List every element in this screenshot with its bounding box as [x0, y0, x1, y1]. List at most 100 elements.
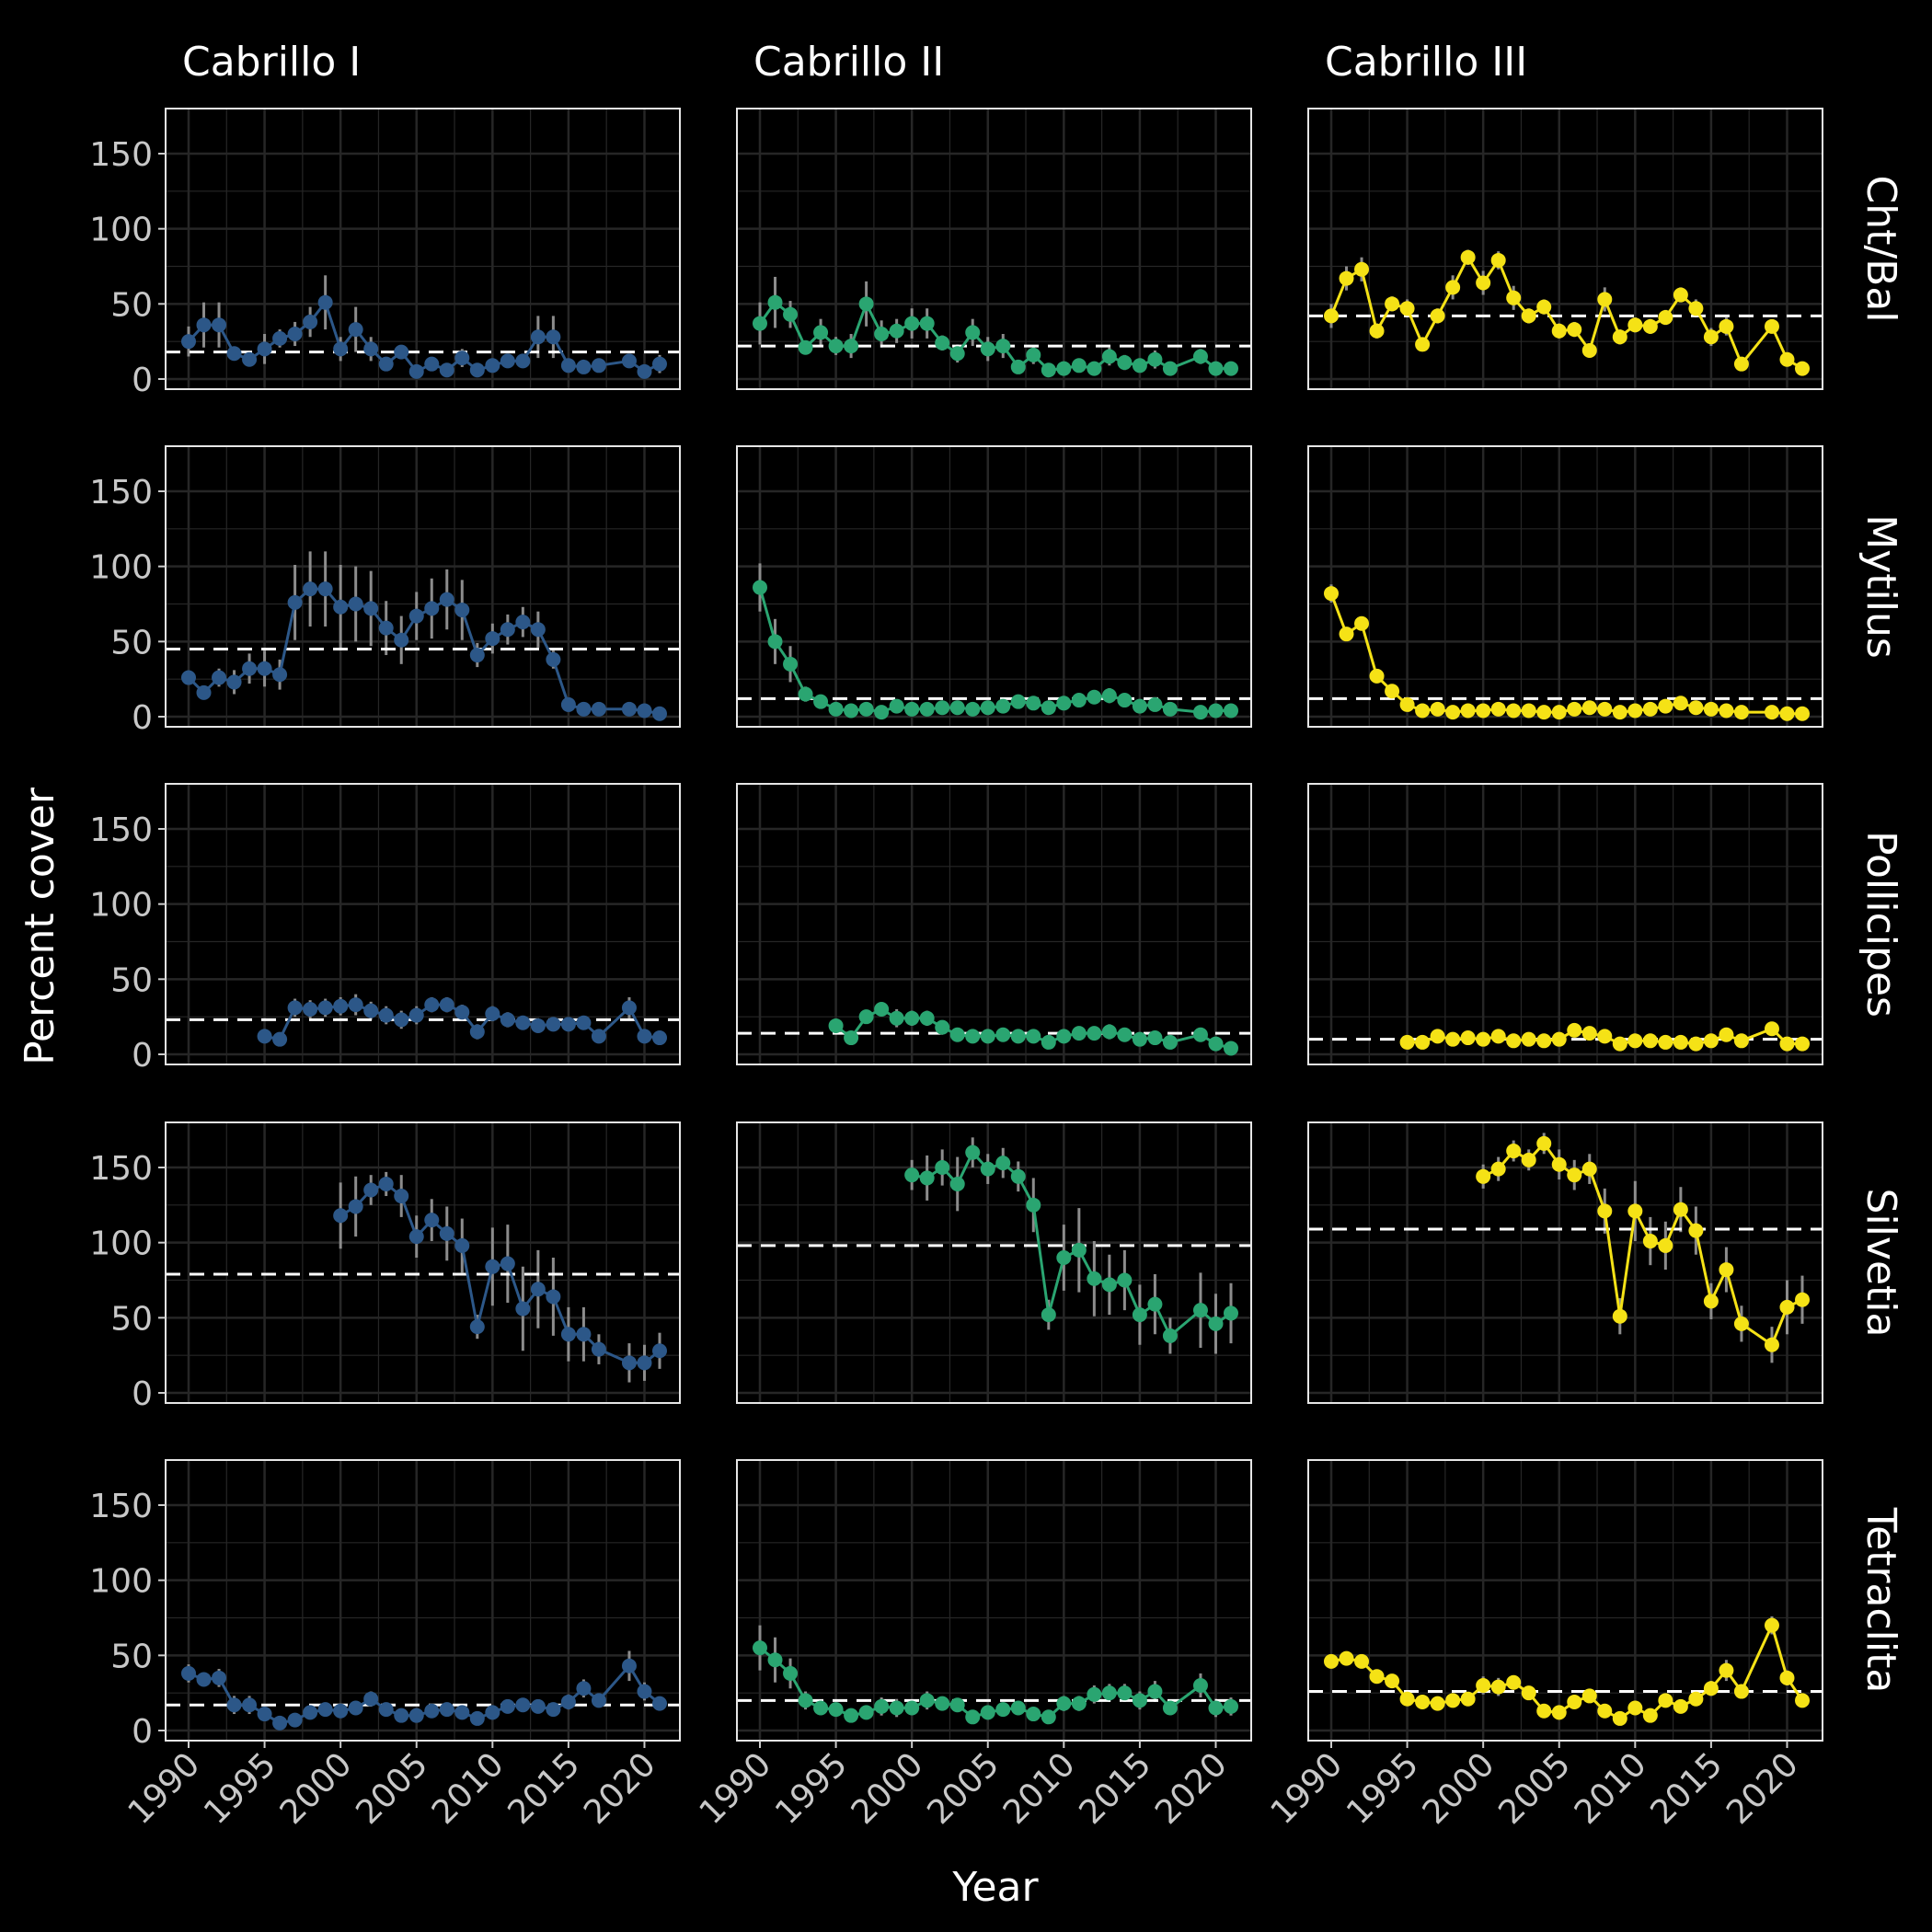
data-point-cabrillo-i-tetraclita-2006 — [424, 1703, 440, 1719]
data-point-cabrillo-ii-tetraclita-1990 — [753, 1640, 767, 1656]
data-point-cabrillo-ii-cht-bal-2013 — [1101, 349, 1117, 364]
data-point-cabrillo-ii-silvetia-2009 — [1041, 1307, 1056, 1323]
strip-label-tetraclita: Tetraclita — [1857, 1507, 1904, 1694]
data-point-cabrillo-i-tetraclita-2015 — [560, 1694, 576, 1709]
data-point-cabrillo-i-silvetia-2000 — [333, 1208, 349, 1224]
strip-label-silvetia: Silvetia — [1857, 1189, 1904, 1338]
data-point-cabrillo-iii-pollicipes-2014 — [1688, 1036, 1704, 1052]
data-point-cabrillo-iii-silvetia-2003 — [1521, 1152, 1536, 1167]
data-point-cabrillo-iii-cht-bal-2003 — [1521, 308, 1536, 324]
data-point-cabrillo-iii-cht-bal-2005 — [1551, 323, 1567, 339]
data-point-cabrillo-i-tetraclita-1994 — [242, 1697, 258, 1713]
data-point-cabrillo-iii-tetraclita-2002 — [1506, 1674, 1522, 1690]
x-tick-label: 2005 — [1491, 1745, 1578, 1832]
data-point-cabrillo-ii-tetraclita-2012 — [1087, 1686, 1102, 1702]
data-point-cabrillo-ii-cht-bal-2010 — [1056, 361, 1072, 376]
data-point-cabrillo-i-mytilus-2011 — [500, 622, 515, 638]
data-point-cabrillo-ii-tetraclita-1998 — [874, 1698, 890, 1714]
data-point-cabrillo-iii-silvetia-2010 — [1627, 1203, 1643, 1219]
data-point-cabrillo-ii-mytilus-2014 — [1117, 693, 1133, 708]
data-point-cabrillo-i-tetraclita-2007 — [439, 1702, 454, 1718]
x-tick-label: 1995 — [1340, 1745, 1426, 1832]
data-point-cabrillo-iii-tetraclita-2010 — [1627, 1700, 1643, 1716]
panel-cabrillo-ii-tetraclita — [736, 1459, 1252, 1742]
data-point-cabrillo-ii-silvetia-2019 — [1192, 1303, 1208, 1318]
data-point-cabrillo-i-cht-bal-2015 — [560, 358, 576, 374]
data-point-cabrillo-iii-tetraclita-1990 — [1324, 1653, 1339, 1669]
x-axis-title: Year — [951, 1864, 1039, 1911]
data-point-cabrillo-iii-tetraclita-1991 — [1339, 1650, 1354, 1666]
data-point-cabrillo-ii-mytilus-2013 — [1101, 688, 1117, 704]
data-point-cabrillo-ii-mytilus-2019 — [1192, 705, 1208, 720]
data-point-cabrillo-i-silvetia-2019 — [621, 1355, 637, 1371]
data-point-cabrillo-ii-cht-bal-1990 — [753, 316, 767, 331]
data-point-cabrillo-iii-cht-bal-1996 — [1415, 337, 1431, 352]
data-point-cabrillo-iii-tetraclita-2006 — [1567, 1694, 1582, 1709]
data-point-cabrillo-iii-cht-bal-1990 — [1324, 308, 1339, 324]
data-point-cabrillo-ii-cht-bal-2001 — [919, 316, 935, 331]
data-point-cabrillo-iii-pollicipes-2011 — [1642, 1033, 1658, 1049]
x-tick-label: 2000 — [1416, 1745, 1502, 1832]
data-point-cabrillo-i-tetraclita-1993 — [226, 1697, 242, 1713]
data-point-cabrillo-iii-mytilus-2019 — [1764, 705, 1779, 720]
data-point-cabrillo-ii-pollicipes-2012 — [1087, 1026, 1102, 1041]
data-point-cabrillo-i-mytilus-2005 — [408, 608, 424, 624]
y-tick-label: 50 — [110, 286, 153, 324]
data-point-cabrillo-ii-pollicipes-2014 — [1117, 1027, 1133, 1042]
data-point-cabrillo-ii-tetraclita-2007 — [1010, 1700, 1026, 1716]
panel-cabrillo-ii-silvetia — [736, 1121, 1252, 1404]
data-point-cabrillo-ii-tetraclita-2014 — [1117, 1685, 1133, 1701]
data-point-cabrillo-iii-mytilus-2001 — [1490, 701, 1506, 717]
data-point-cabrillo-i-mytilus-1998 — [303, 581, 318, 597]
data-point-cabrillo-i-mytilus-2006 — [424, 601, 440, 616]
data-point-cabrillo-ii-cht-bal-2021 — [1224, 361, 1238, 376]
data-point-cabrillo-i-pollicipes-2007 — [439, 997, 454, 1013]
data-point-cabrillo-ii-cht-bal-1997 — [858, 296, 874, 312]
data-point-cabrillo-ii-silvetia-2014 — [1117, 1272, 1133, 1288]
data-point-cabrillo-ii-cht-bal-2014 — [1117, 355, 1133, 371]
data-point-cabrillo-iii-cht-bal-2017 — [1733, 356, 1749, 372]
data-point-cabrillo-i-cht-bal-1992 — [212, 317, 227, 333]
strip-label-pollicipes: Pollicipes — [1857, 831, 1904, 1018]
data-point-cabrillo-i-silvetia-2014 — [546, 1289, 561, 1305]
y-tick-label: 0 — [132, 1713, 153, 1751]
data-point-cabrillo-ii-tetraclita-2017 — [1162, 1700, 1178, 1716]
data-layer — [166, 249, 1823, 1731]
data-point-cabrillo-iii-silvetia-2013 — [1673, 1202, 1688, 1217]
data-point-cabrillo-iii-tetraclita-2003 — [1521, 1685, 1536, 1701]
data-point-cabrillo-iii-mytilus-1993 — [1369, 668, 1385, 684]
data-point-cabrillo-iii-mytilus-2007 — [1581, 700, 1597, 716]
data-point-cabrillo-ii-mytilus-1998 — [874, 705, 890, 720]
series-line-cabrillo-i-cht-bal — [187, 299, 661, 374]
strip-label-mytilus: Mytilus — [1857, 514, 1904, 659]
data-point-cabrillo-i-pollicipes-1997 — [287, 1000, 303, 1016]
data-point-cabrillo-ii-cht-bal-2004 — [965, 325, 981, 340]
x-tick-label: 2010 — [425, 1745, 512, 1832]
data-point-cabrillo-i-tetraclita-2021 — [652, 1696, 667, 1711]
data-point-cabrillo-i-mytilus-1990 — [181, 670, 196, 685]
data-point-cabrillo-i-silvetia-2015 — [560, 1327, 576, 1342]
y-tick-label: 50 — [110, 1300, 153, 1338]
data-point-cabrillo-ii-cht-bal-2020 — [1208, 361, 1224, 376]
panel-cabrillo-i-tetraclita — [165, 1459, 681, 1742]
y-tick-label: 150 — [89, 1150, 153, 1188]
data-point-cabrillo-i-cht-bal-2005 — [408, 363, 424, 379]
data-point-cabrillo-iii-silvetia-2016 — [1719, 1262, 1734, 1278]
data-point-cabrillo-ii-pollicipes-2021 — [1224, 1041, 1238, 1056]
data-point-cabrillo-ii-tetraclita-1991 — [767, 1652, 783, 1668]
data-point-cabrillo-iii-mytilus-2017 — [1733, 705, 1749, 720]
panel-cabrillo-ii-pollicipes — [736, 783, 1252, 1065]
data-point-cabrillo-iii-silvetia-2012 — [1658, 1237, 1673, 1253]
data-point-cabrillo-i-silvetia-2002 — [363, 1182, 379, 1198]
y-tick-label: 50 — [110, 961, 153, 999]
y-tick-label: 0 — [132, 1037, 153, 1075]
data-point-cabrillo-i-pollicipes-1996 — [272, 1031, 288, 1047]
data-point-cabrillo-ii-mytilus-2009 — [1041, 700, 1056, 716]
data-point-cabrillo-i-pollicipes-2021 — [652, 1030, 667, 1046]
data-point-cabrillo-ii-mytilus-1993 — [798, 686, 813, 702]
data-point-cabrillo-ii-tetraclita-2001 — [919, 1693, 935, 1708]
data-point-cabrillo-i-tetraclita-2009 — [469, 1710, 485, 1726]
panel-cabrillo-i-pollicipes — [165, 783, 681, 1065]
